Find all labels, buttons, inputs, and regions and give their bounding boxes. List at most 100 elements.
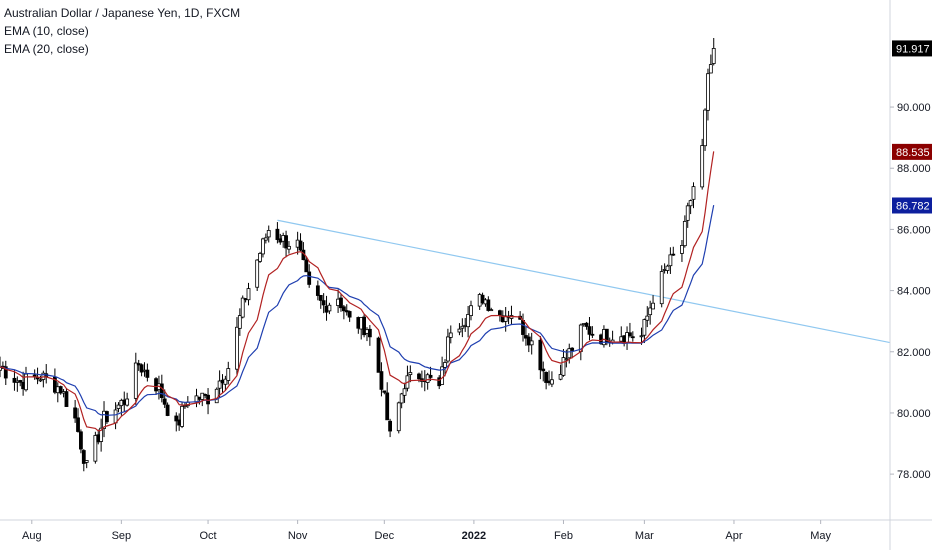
candle-body-up — [711, 48, 716, 64]
candle-body-down — [81, 450, 86, 464]
x-tick-label: Aug — [22, 530, 42, 542]
candle — [688, 199, 693, 215]
candle-body-up — [258, 253, 262, 262]
candle-body-down — [379, 371, 384, 390]
candle — [93, 431, 98, 464]
candle — [700, 138, 705, 190]
candle — [174, 412, 179, 432]
candle — [246, 282, 251, 306]
candle — [284, 230, 288, 258]
candle-body-down — [73, 407, 78, 419]
candle — [680, 240, 684, 262]
candle-body-up — [133, 362, 138, 399]
ema20-line — [0, 204, 715, 416]
candle-body-down — [298, 240, 303, 251]
candle — [550, 371, 554, 388]
candle-body-up — [564, 358, 569, 361]
candle-body-down — [341, 306, 346, 312]
last-price-badge: 91.917 — [892, 40, 932, 57]
candle — [665, 264, 670, 274]
candle — [584, 321, 589, 330]
candle-body-up — [680, 245, 684, 254]
candle-body-up — [38, 379, 43, 382]
candle — [64, 388, 69, 407]
candle-body-up — [558, 374, 563, 380]
candle-body-up — [567, 348, 572, 359]
candle — [240, 295, 245, 319]
candle — [648, 300, 653, 325]
candle-body-up — [469, 305, 473, 317]
candle — [327, 302, 332, 315]
candle — [590, 326, 595, 339]
ema-layer — [0, 151, 715, 432]
candle — [304, 256, 309, 273]
candle — [379, 362, 384, 397]
candle — [287, 241, 291, 254]
candle — [321, 293, 326, 314]
candle — [180, 401, 184, 429]
candle — [53, 368, 57, 395]
candle-body-up — [457, 328, 462, 333]
candle — [489, 307, 494, 312]
candle-body-up — [266, 230, 271, 238]
candle-body-down — [544, 372, 549, 383]
last-price-badge-bg — [892, 40, 932, 57]
candle-body-down — [64, 391, 69, 407]
candle — [402, 382, 407, 403]
candle — [388, 418, 392, 438]
candle-body-up — [84, 460, 89, 463]
candle-body-down — [58, 386, 63, 394]
candle-body-up — [642, 319, 647, 336]
candle-body-up — [708, 64, 713, 74]
candle — [570, 347, 575, 359]
candle — [558, 364, 563, 381]
candle — [587, 317, 592, 341]
candle — [105, 410, 109, 425]
ema10-badge: 88.535 — [892, 143, 932, 160]
candle — [258, 251, 262, 263]
candle — [263, 233, 268, 244]
candle-body-up — [113, 409, 118, 424]
candle — [24, 366, 28, 392]
candle-body-down — [318, 294, 323, 301]
candle-body-down — [385, 392, 390, 421]
candle — [445, 328, 450, 364]
candle-body-down — [136, 363, 141, 366]
candle — [628, 322, 632, 338]
candle-body-down — [388, 420, 392, 432]
candle-body-down — [304, 259, 309, 273]
candle — [708, 54, 713, 74]
candle — [685, 202, 690, 228]
y-tick-label: 86.000 — [897, 224, 931, 236]
candle-body-down — [275, 228, 280, 240]
y-tick-label: 78.000 — [897, 469, 931, 481]
chart-title: Australian Dollar / Japanese Yen, 1D, FX… — [4, 6, 241, 20]
candle — [145, 363, 150, 382]
x-tick-label: Nov — [288, 530, 308, 542]
candle-body-down — [321, 300, 326, 306]
candle — [214, 387, 219, 404]
candle-body-down — [347, 311, 352, 318]
candle — [266, 225, 271, 243]
candle — [466, 305, 471, 338]
candle — [668, 247, 673, 274]
candle — [509, 305, 514, 325]
candle-body-down — [12, 377, 17, 383]
candle — [460, 318, 465, 338]
candle — [339, 293, 343, 312]
candle — [541, 361, 546, 382]
candle — [347, 310, 352, 322]
candle — [671, 246, 676, 256]
candle-body-down — [105, 411, 109, 423]
candle — [385, 382, 390, 421]
candle-body-up — [223, 378, 228, 385]
ema20-badge-label: 86.782 — [896, 200, 930, 212]
candle-body-down — [139, 364, 144, 373]
candle-body-down — [18, 380, 23, 383]
candle — [38, 375, 43, 383]
candle-series — [0, 37, 716, 472]
candle — [58, 385, 63, 395]
candle-body-down — [541, 368, 546, 372]
candle — [457, 323, 462, 336]
chart-legend: Australian Dollar / Japanese Yen, 1D, FX… — [4, 4, 240, 58]
